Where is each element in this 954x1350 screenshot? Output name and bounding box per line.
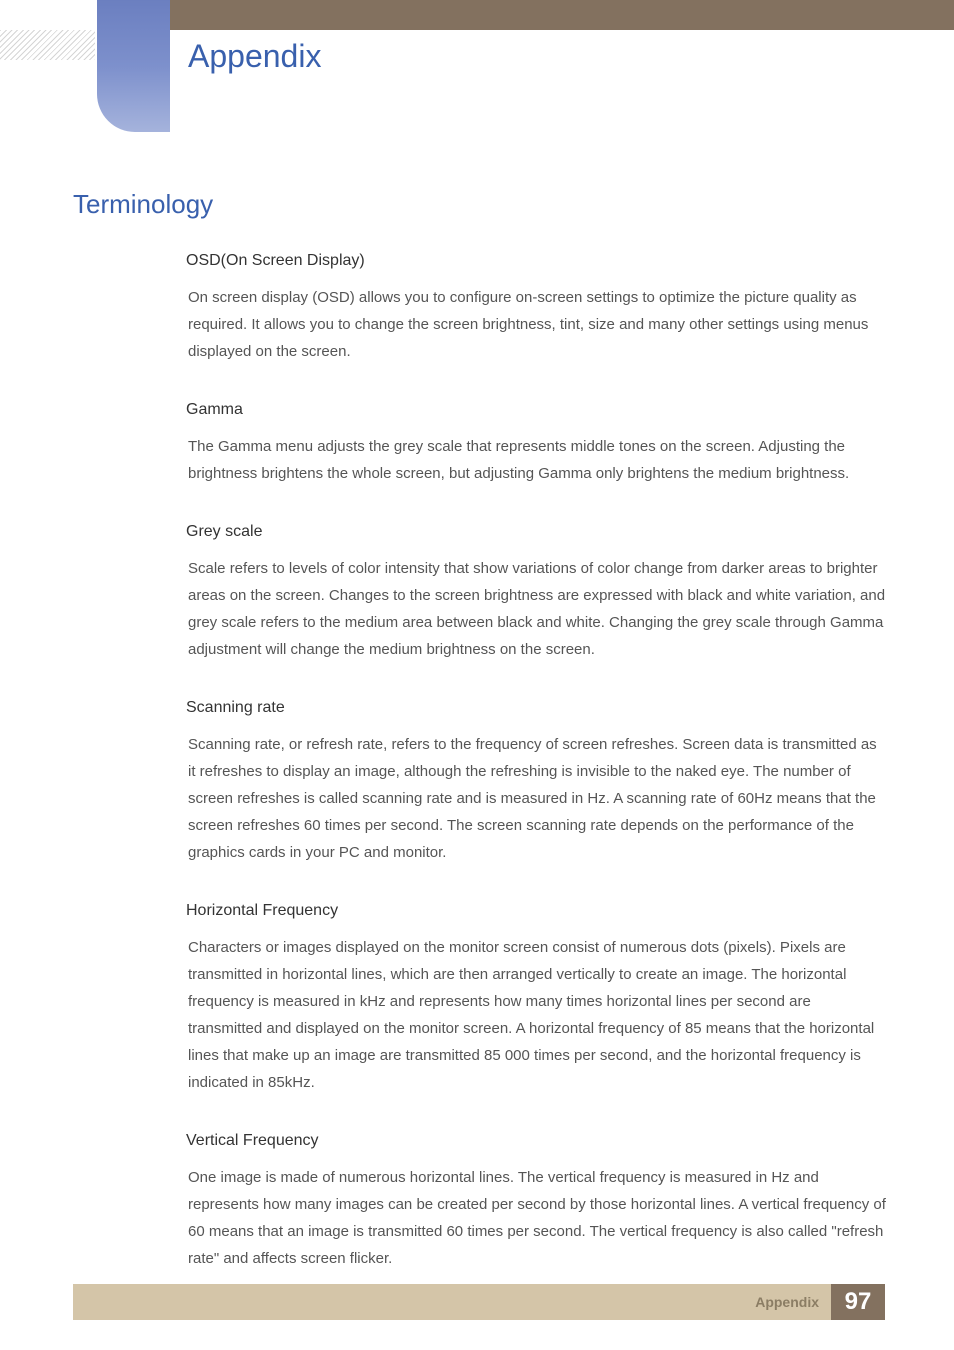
term-block: Horizontal Frequency Characters or image… xyxy=(186,902,886,1096)
footer-label: Appendix xyxy=(755,1294,819,1310)
hatch-pattern xyxy=(0,30,95,60)
term-title: Scanning rate xyxy=(186,699,886,717)
term-title: Vertical Frequency xyxy=(186,1132,886,1150)
term-block: Gamma The Gamma menu adjusts the grey sc… xyxy=(186,401,886,487)
section-title: Terminology xyxy=(73,189,213,220)
term-block: Vertical Frequency One image is made of … xyxy=(186,1132,886,1272)
term-body: On screen display (OSD) allows you to co… xyxy=(186,284,886,365)
content-area: OSD(On Screen Display) On screen display… xyxy=(186,252,886,1308)
term-body: Characters or images displayed on the mo… xyxy=(186,934,886,1096)
term-block: OSD(On Screen Display) On screen display… xyxy=(186,252,886,365)
term-title: OSD(On Screen Display) xyxy=(186,252,886,270)
term-title: Gamma xyxy=(186,401,886,419)
page-footer: Appendix 97 xyxy=(73,1284,885,1320)
term-body: Scanning rate, or refresh rate, refers t… xyxy=(186,731,886,866)
chapter-tab xyxy=(97,0,170,132)
term-title: Grey scale xyxy=(186,523,886,541)
term-body: Scale refers to levels of color intensit… xyxy=(186,555,886,663)
footer-page-number: 97 xyxy=(831,1284,885,1320)
term-body: The Gamma menu adjusts the grey scale th… xyxy=(186,433,886,487)
term-block: Grey scale Scale refers to levels of col… xyxy=(186,523,886,663)
term-body: One image is made of numerous horizontal… xyxy=(186,1164,886,1272)
term-title: Horizontal Frequency xyxy=(186,902,886,920)
term-block: Scanning rate Scanning rate, or refresh … xyxy=(186,699,886,866)
chapter-title: Appendix xyxy=(188,38,321,75)
